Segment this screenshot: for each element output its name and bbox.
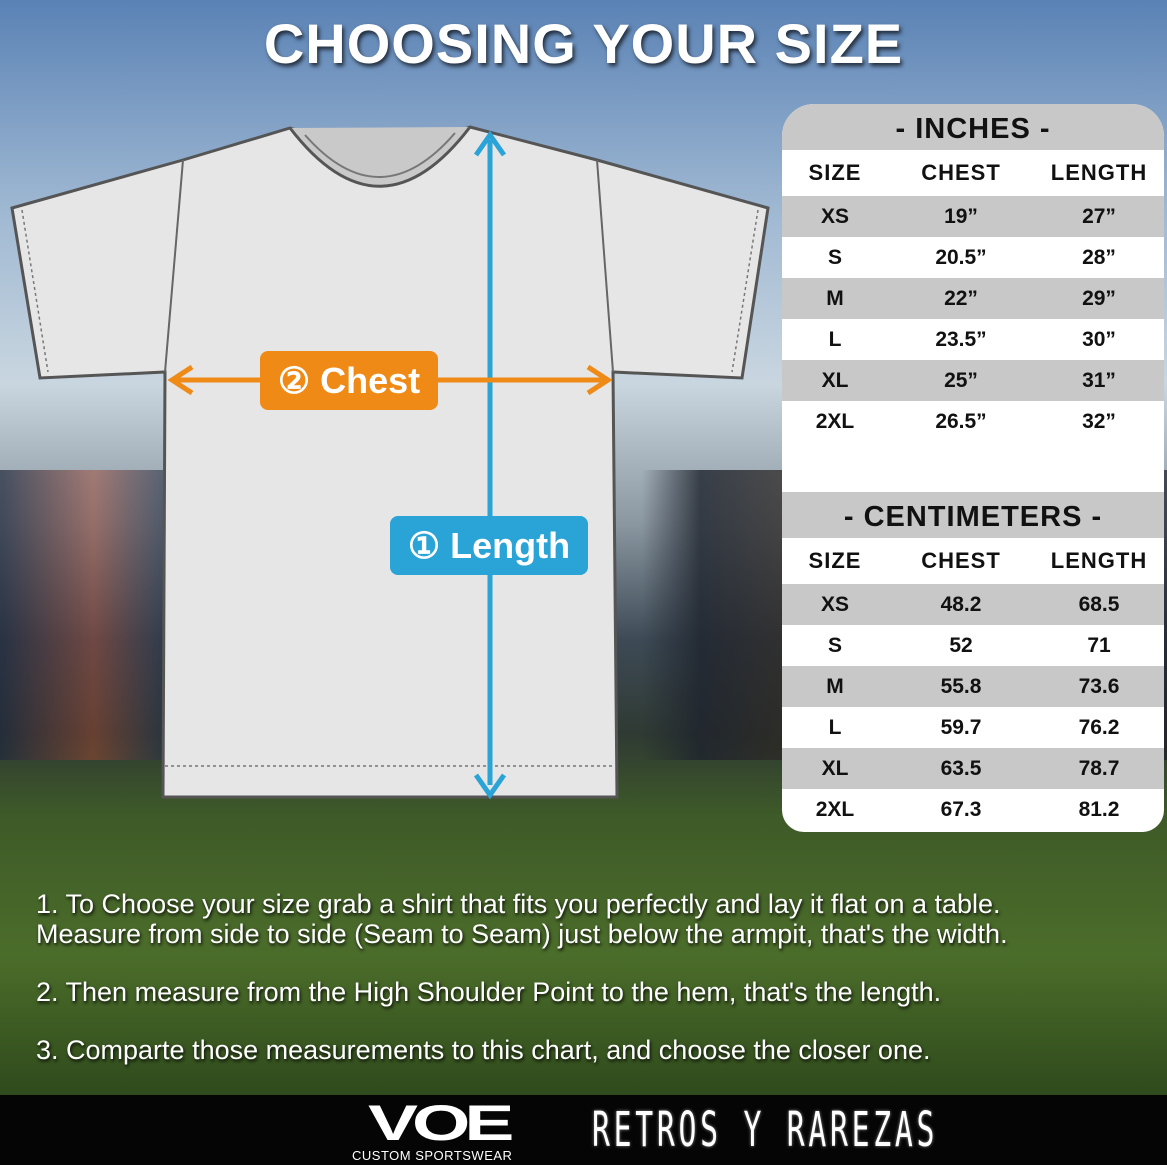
size-cell: 2XL	[815, 409, 855, 433]
chest-cell: 25”	[944, 368, 978, 392]
chest-label: ② Chest	[260, 351, 438, 410]
length-cell: 71	[1087, 633, 1111, 657]
table-row: S 20.5” 28”	[782, 237, 1164, 278]
table-row: M 55.8 73.6	[782, 666, 1164, 707]
centimeters-header: SIZE CHEST LENGTH	[782, 538, 1164, 584]
size-cell: S	[827, 633, 842, 657]
size-cell: M	[826, 674, 844, 698]
voe-subtitle: CUSTOM SPORTSWEAR	[352, 1148, 513, 1163]
size-cell: XS	[820, 204, 849, 228]
size-chart: - INCHES - SIZE CHEST LENGTH XS 19” 27” S 20…	[782, 104, 1164, 832]
size-cell: M	[826, 286, 844, 310]
length-label: ① Length	[390, 516, 588, 575]
length-cell: 78.7	[1078, 756, 1120, 780]
length-cell: 29”	[1082, 286, 1116, 310]
chest-cell: 55.8	[940, 674, 982, 698]
chest-cell: 48.2	[940, 592, 982, 616]
length-arrow	[473, 130, 507, 800]
table-row: S 52 71	[782, 625, 1164, 666]
length-cell: 30”	[1082, 327, 1116, 351]
header-size: SIZE	[808, 160, 862, 185]
length-cell: 27”	[1082, 204, 1116, 228]
tshirt-diagram	[10, 125, 770, 800]
page-title: CHOOSING YOUR SIZE	[263, 12, 904, 75]
size-cell: XS	[820, 592, 849, 616]
instruction-3: 3. Comparte those measurements to this c…	[36, 1035, 931, 1065]
length-cell: 73.6	[1078, 674, 1120, 698]
size-cell: XL	[821, 756, 849, 780]
chest-cell: 52	[949, 633, 973, 657]
header-chest: CHEST	[921, 548, 1001, 573]
chest-cell: 67.3	[940, 797, 982, 821]
chest-cell: 22”	[944, 286, 978, 310]
table-row: XL 25” 31”	[782, 360, 1164, 401]
footer	[0, 1095, 1167, 1165]
length-cell: 81.2	[1078, 797, 1120, 821]
size-cell: XL	[821, 368, 849, 392]
table-row: XS 48.2 68.5	[782, 584, 1164, 625]
length-cell: 68.5	[1078, 592, 1120, 616]
length-cell: 31”	[1082, 368, 1116, 392]
retros-logo: RETROS Y RAREZAS	[592, 1102, 939, 1158]
header-length: LENGTH	[1050, 548, 1148, 573]
header-length: LENGTH	[1050, 160, 1148, 185]
header-chest: CHEST	[921, 160, 1001, 185]
length-cell: 32”	[1082, 409, 1116, 433]
inches-title: - INCHES -	[782, 104, 1164, 150]
length-cell: 28”	[1082, 245, 1116, 269]
table-row: M 22” 29”	[782, 278, 1164, 319]
instruction-2: 2. Then measure from the High Shoulder P…	[36, 977, 942, 1007]
table-row: 2XL 67.3 81.2	[782, 789, 1164, 830]
table-row: L 23.5” 30”	[782, 319, 1164, 360]
table-row: XL 63.5 78.7	[782, 748, 1164, 789]
size-cell: S	[827, 245, 842, 269]
instruction-1a: 1. To Choose your size grab a shirt that…	[36, 889, 1001, 919]
size-cell: 2XL	[815, 797, 855, 821]
centimeters-title: - CENTIMETERS -	[782, 492, 1164, 538]
table-row: L 59.7 76.2	[782, 707, 1164, 748]
voe-logo: VOE	[368, 1095, 514, 1151]
inches-header: SIZE CHEST LENGTH	[782, 150, 1164, 196]
chest-cell: 59.7	[940, 715, 982, 739]
length-cell: 76.2	[1078, 715, 1120, 739]
chest-cell: 20.5”	[935, 245, 987, 269]
size-cell: L	[828, 327, 842, 351]
chest-cell: 26.5”	[935, 409, 987, 433]
instruction-1b: Measure from side to side (Seam to Seam)…	[36, 919, 1008, 949]
chest-cell: 19”	[944, 204, 978, 228]
size-cell: L	[828, 715, 842, 739]
header-size: SIZE	[808, 548, 862, 573]
table-row: XS 19” 27”	[782, 196, 1164, 237]
chest-cell: 63.5	[940, 756, 982, 780]
chest-cell: 23.5”	[935, 327, 987, 351]
table-row: 2XL 26.5” 32”	[782, 401, 1164, 442]
